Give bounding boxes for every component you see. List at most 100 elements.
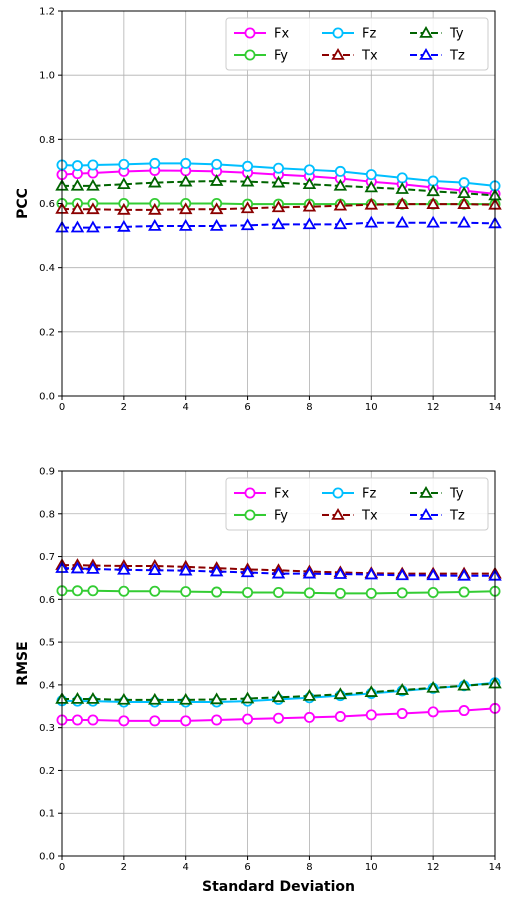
legend-label: Fy <box>274 509 288 524</box>
series-tz <box>55 561 502 581</box>
legend-marker <box>244 27 256 39</box>
legend: Fx Fy Fz Tx Ty Tz <box>225 17 489 71</box>
data-point-ty <box>86 178 100 191</box>
series-line-ty <box>62 180 496 197</box>
legend-label: Ty <box>449 487 464 502</box>
y-tick-label: 0.8 <box>39 509 55 520</box>
data-point-fy <box>118 585 130 597</box>
series-fx <box>56 702 501 727</box>
legend-frame <box>225 477 489 531</box>
legend-entry-ty: Ty <box>410 25 464 42</box>
series-line-fx <box>62 707 496 722</box>
x-tick-label: 8 <box>306 402 312 413</box>
x-tick-label: 4 <box>183 402 189 413</box>
data-point-fx <box>180 715 192 727</box>
data-point-fx <box>334 711 346 723</box>
data-point-ty <box>209 174 224 186</box>
data-point-fy <box>87 585 99 597</box>
legend-entry-tz: Tz <box>410 507 465 524</box>
data-point-ty <box>240 691 255 704</box>
data-point-tz <box>426 568 440 581</box>
data-point-tz <box>395 568 409 581</box>
legend-marker <box>244 487 256 499</box>
legend-entry-tz: Tz <box>410 47 465 64</box>
data-point-fy <box>180 586 192 598</box>
data-point-fx <box>396 708 408 720</box>
data-point-tz <box>271 566 286 579</box>
series-ty <box>55 174 502 201</box>
legend-marker <box>419 507 433 520</box>
x-tick-label: 10 <box>365 402 378 413</box>
data-point-fx <box>87 714 99 726</box>
y-tick-label: 0.2 <box>39 327 55 338</box>
data-point-fz <box>211 158 223 170</box>
data-point-ty <box>364 180 379 193</box>
data-point-tz <box>70 220 85 233</box>
legend: Fx Fy Fz Tx Ty Tz <box>225 477 489 531</box>
series-line-fy <box>62 202 495 206</box>
data-point-ty <box>457 186 471 199</box>
data-point-ty <box>117 177 131 190</box>
data-point-fy <box>272 586 284 598</box>
data-point-tx <box>209 202 224 215</box>
data-point-ty <box>271 175 286 188</box>
legend-label: Tz <box>449 509 465 524</box>
data-point-tz <box>333 567 348 579</box>
data-point-tz <box>209 218 224 231</box>
x-tick-label: 12 <box>427 862 440 873</box>
data-point-ty <box>86 691 100 704</box>
data-point-ty <box>271 690 286 703</box>
legend-marker <box>244 509 256 521</box>
data-point-tx <box>240 201 255 214</box>
x-tick-label: 14 <box>489 862 502 873</box>
legend-label: Fy <box>274 49 288 64</box>
data-point-ty <box>395 182 409 194</box>
data-point-tz <box>364 215 379 228</box>
data-point-tz <box>86 561 100 574</box>
series-ty <box>55 676 502 705</box>
legend-entry-fx: Fx <box>234 487 289 502</box>
legend-entry-fx: Fx <box>234 27 289 42</box>
data-point-tz <box>240 565 255 578</box>
data-point-ty <box>426 680 440 693</box>
data-point-tx <box>333 198 348 211</box>
legend-marker <box>332 487 344 499</box>
data-point-fz <box>396 172 408 184</box>
data-point-fz <box>118 158 130 170</box>
data-point-fy <box>427 586 439 598</box>
data-point-fz <box>365 169 377 181</box>
data-point-ty <box>457 678 471 691</box>
legend-entry-fz: Fz <box>322 27 376 42</box>
data-point-ty <box>70 691 85 704</box>
legend-label: Tx <box>361 509 378 524</box>
data-point-tx <box>117 202 131 215</box>
data-point-tz <box>240 218 255 231</box>
data-point-tx <box>395 197 409 209</box>
data-point-ty <box>178 174 193 187</box>
legend-entry-fy: Fy <box>234 509 288 524</box>
data-point-tz <box>86 220 100 233</box>
data-point-ty <box>70 178 85 191</box>
data-point-fx <box>272 712 284 724</box>
legend-entry-ty: Ty <box>410 485 464 502</box>
x-tick-label: 6 <box>244 402 250 413</box>
data-point-tx <box>70 202 85 215</box>
data-point-fz <box>71 160 83 172</box>
axes-frame <box>61 470 496 857</box>
legend-frame <box>225 17 489 71</box>
data-point-ty <box>209 692 224 705</box>
data-point-tz <box>148 563 162 576</box>
data-point-fy <box>149 585 161 597</box>
legend-marker <box>332 27 344 39</box>
y-tick-label: 0.0 <box>39 852 55 863</box>
x-tick-label: 12 <box>427 402 440 413</box>
data-point-tx <box>457 197 471 209</box>
series-line-fz <box>61 681 496 703</box>
series-line-fz <box>61 162 496 187</box>
data-point-fz <box>334 165 346 177</box>
data-point-fz <box>272 162 284 174</box>
data-point-fx <box>118 715 130 727</box>
data-point-fy <box>211 586 223 598</box>
y-tick-label: 1.0 <box>39 71 55 82</box>
series-line-ty <box>62 682 496 701</box>
